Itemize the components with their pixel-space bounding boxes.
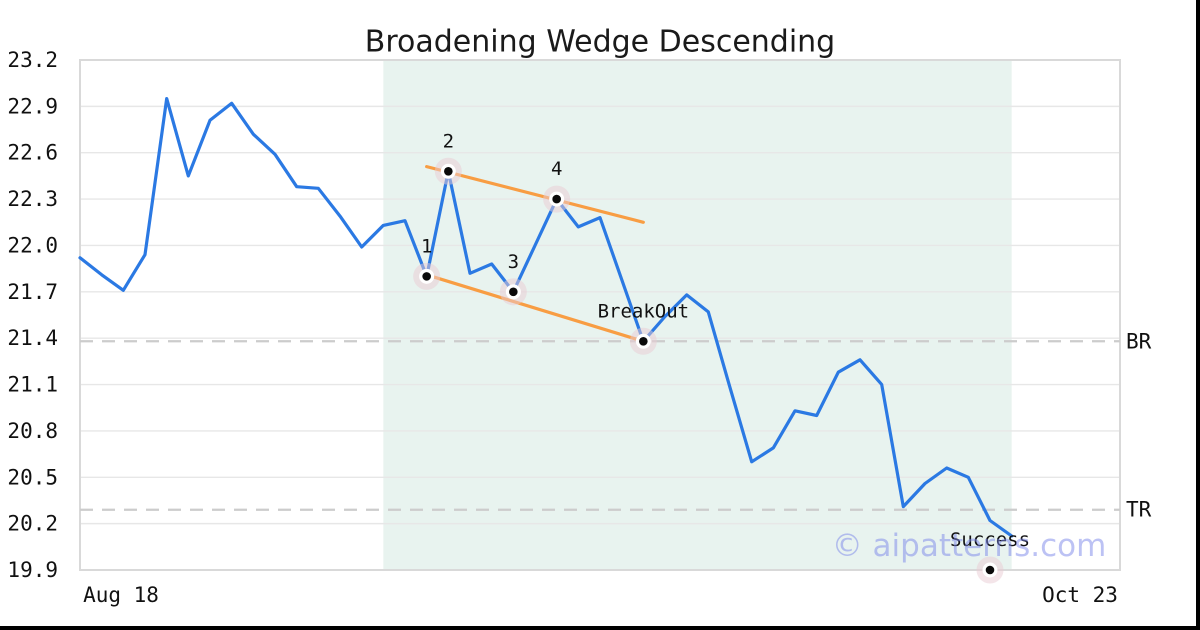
price-line <box>78 96 1014 538</box>
point-label-1: 1 <box>421 235 432 257</box>
x-tick-label: Aug 18 <box>83 583 159 607</box>
frame-right-bar <box>1196 0 1200 630</box>
marker-dot <box>444 166 453 176</box>
plot-border <box>79 59 1121 571</box>
y-tick-label: 21.7 <box>7 280 58 304</box>
point-label-breakout: BreakOut <box>598 300 690 322</box>
pattern-region <box>383 61 1012 569</box>
y-tick-label: 22.0 <box>7 233 58 257</box>
frame-bottom-bar <box>0 626 1200 630</box>
point-label-3: 3 <box>508 251 519 273</box>
lower-wedge-line <box>425 273 645 343</box>
y-tick-label: 19.9 <box>7 558 58 582</box>
y-tick-label: 20.5 <box>7 465 58 489</box>
y-tick-label: 20.8 <box>7 419 58 443</box>
marker-dot <box>639 336 648 346</box>
point-label-2: 2 <box>443 130 454 152</box>
y-tick-label: 23.2 <box>7 48 58 72</box>
point-label-success: Success <box>950 529 1030 551</box>
x-tick-label: Oct 23 <box>1042 583 1118 607</box>
y-tick-label: 20.2 <box>7 512 58 536</box>
marker-dot <box>422 272 431 281</box>
y-tick-label: 21.4 <box>7 326 58 350</box>
marker-dot <box>509 287 518 297</box>
y-tick-label: 22.9 <box>7 94 58 118</box>
marker-dot <box>985 565 995 575</box>
upper-wedge-line <box>425 165 645 224</box>
marker-dot <box>552 194 561 204</box>
level-label-tr: TR <box>1126 498 1152 522</box>
y-tick-label: 21.1 <box>7 373 58 397</box>
chart-title: Broadening Wedge Descending <box>364 24 836 60</box>
point-label-4: 4 <box>551 158 562 180</box>
level-label-br: BR <box>1126 329 1152 353</box>
y-tick-label: 22.3 <box>7 187 58 211</box>
y-tick-label: 22.6 <box>7 141 58 165</box>
